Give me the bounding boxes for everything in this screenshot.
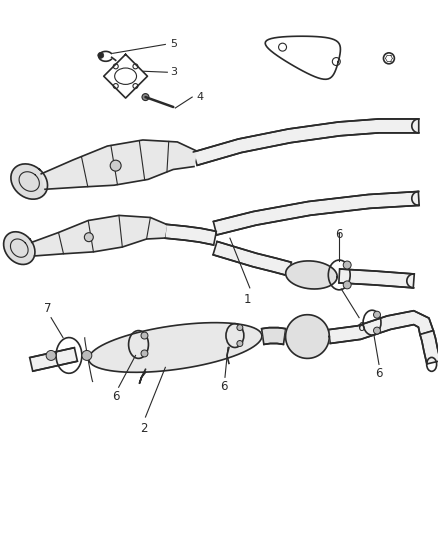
Circle shape (98, 52, 103, 58)
Text: 5: 5 (170, 39, 177, 50)
Polygon shape (338, 269, 413, 288)
Text: 1: 1 (244, 293, 251, 306)
Circle shape (46, 351, 56, 360)
Polygon shape (88, 322, 261, 373)
Circle shape (373, 311, 380, 318)
Polygon shape (261, 328, 285, 344)
Text: 3: 3 (170, 67, 177, 77)
Circle shape (110, 160, 121, 171)
Polygon shape (32, 215, 166, 256)
Text: 4: 4 (196, 92, 203, 102)
Polygon shape (4, 232, 35, 264)
Circle shape (84, 233, 93, 241)
Polygon shape (11, 164, 47, 199)
Polygon shape (41, 140, 196, 189)
Polygon shape (164, 224, 216, 245)
Circle shape (141, 94, 148, 101)
Circle shape (141, 332, 148, 339)
Circle shape (237, 325, 242, 330)
Text: 6: 6 (112, 390, 119, 403)
Text: 6: 6 (220, 380, 227, 393)
Polygon shape (193, 119, 418, 165)
Polygon shape (285, 261, 336, 289)
Circle shape (141, 350, 148, 357)
Polygon shape (213, 191, 418, 235)
Polygon shape (328, 311, 432, 343)
Circle shape (343, 281, 350, 289)
Polygon shape (285, 314, 328, 358)
Circle shape (237, 341, 242, 346)
Text: 2: 2 (139, 422, 147, 435)
Polygon shape (419, 330, 438, 364)
Text: 6: 6 (357, 321, 364, 334)
Polygon shape (212, 241, 291, 276)
Text: 6: 6 (374, 367, 382, 381)
Circle shape (373, 327, 380, 334)
Circle shape (343, 261, 350, 269)
Polygon shape (30, 348, 77, 371)
Text: 6: 6 (335, 228, 342, 241)
Circle shape (82, 351, 92, 360)
Text: 7: 7 (44, 302, 52, 314)
